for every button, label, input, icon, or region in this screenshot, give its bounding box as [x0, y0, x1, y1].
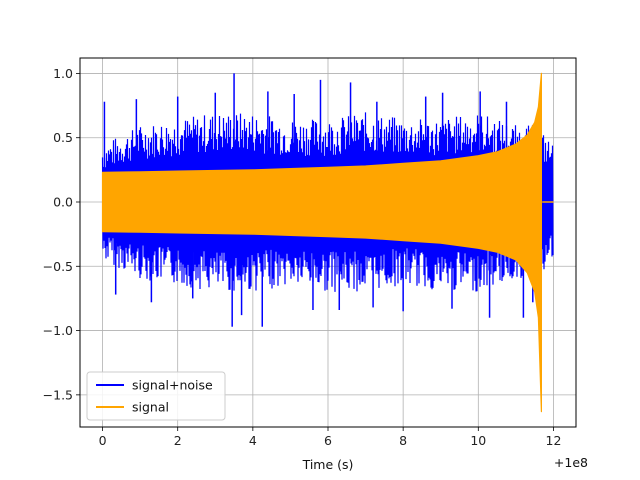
legend-label-signal-noise: signal+noise	[132, 378, 213, 393]
y-tick-label: 1.0	[53, 66, 73, 81]
x-tick-label: 8	[399, 433, 407, 448]
x-tick-label: 6	[324, 433, 332, 448]
x-axis-label: Time (s)	[302, 457, 354, 472]
x-axis-offset-label: +1e8	[554, 455, 588, 470]
y-tick-label: −0.5	[43, 259, 73, 274]
y-tick-label: −1.0	[43, 323, 73, 338]
y-tick-label: −1.5	[43, 387, 73, 402]
x-tick-label: 10	[470, 433, 486, 448]
y-tick-label: 0.5	[53, 130, 73, 145]
series-signal-noise	[101, 73, 554, 327]
legend: signal+noise signal	[86, 371, 226, 421]
x-tick-label: 4	[249, 433, 257, 448]
x-axis: 0 2 4 6 8 10 12	[99, 427, 562, 448]
y-axis: −1.5 −1.0 −0.5 0.0 0.5 1.0	[43, 66, 80, 402]
x-tick-label: 0	[99, 433, 107, 448]
x-tick-label: 12	[546, 433, 562, 448]
legend-label-signal: signal	[132, 400, 169, 415]
series-signal	[101, 72, 554, 413]
x-tick-label: 2	[174, 433, 182, 448]
series-signal-envelope	[101, 72, 542, 413]
y-tick-label: 0.0	[53, 195, 73, 210]
series-layer	[101, 72, 554, 413]
